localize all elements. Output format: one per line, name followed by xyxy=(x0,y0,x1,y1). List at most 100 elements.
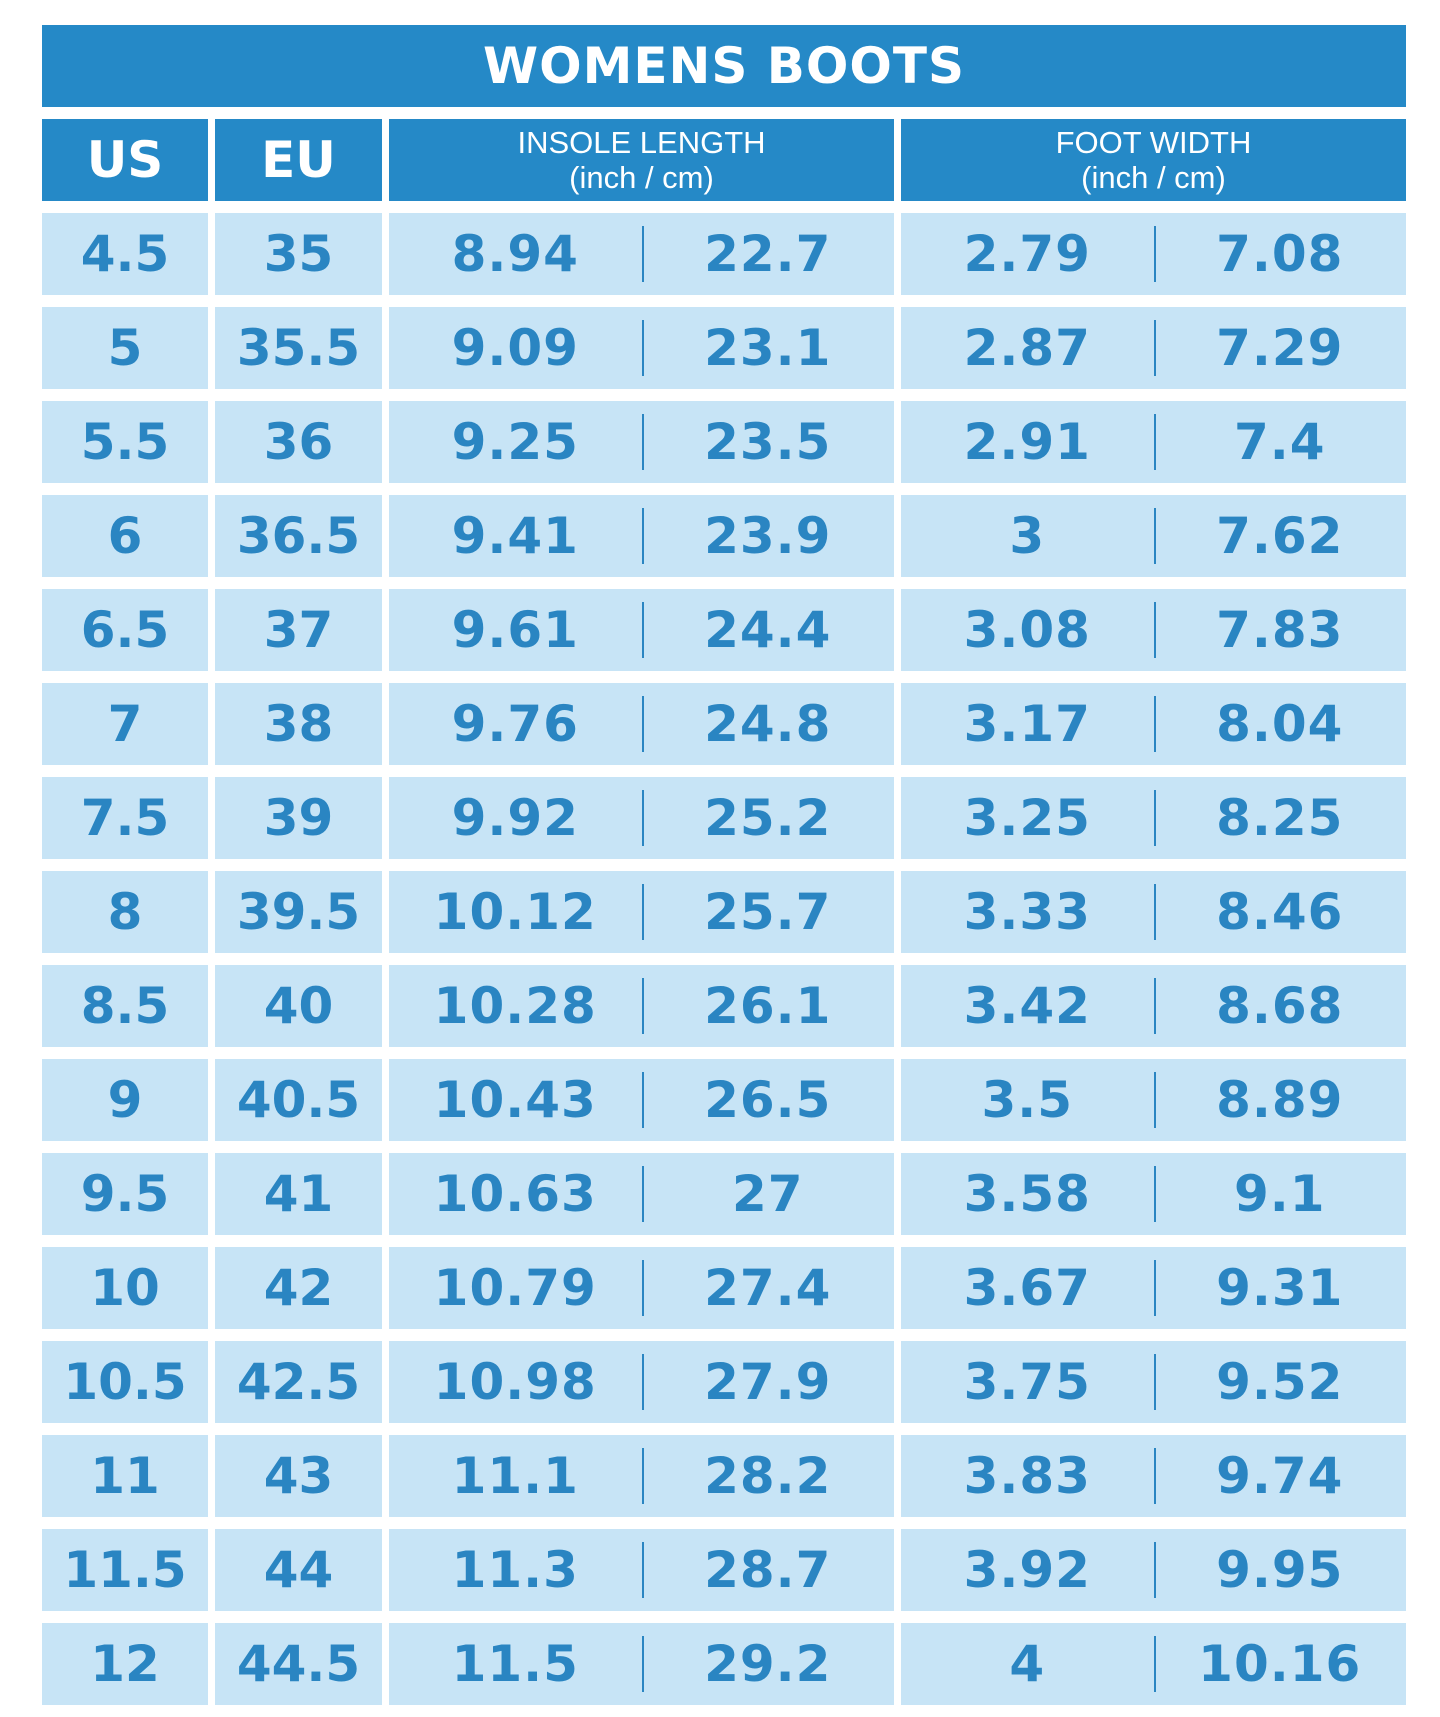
table-row: 7 38 9.76 24.8 3.17 8.04 xyxy=(42,683,1406,765)
insole-inch-value: 10.12 xyxy=(433,883,597,941)
width-inch-value: 2.91 xyxy=(963,413,1091,471)
width-inch-value: 2.87 xyxy=(963,319,1091,377)
insole-inch-value: 9.92 xyxy=(451,789,579,847)
width-divider xyxy=(1153,1636,1156,1692)
us-size-cell: 10.5 xyxy=(42,1341,208,1423)
width-cm-value: 9.31 xyxy=(1216,1259,1344,1317)
foot-width-cell: 3.42 8.68 xyxy=(901,965,1406,1047)
eu-size-cell: 43 xyxy=(215,1435,382,1517)
foot-width-cell: 3.17 8.04 xyxy=(901,683,1406,765)
foot-width-cell: 3.33 8.46 xyxy=(901,871,1406,953)
width-cm-value: 9.1 xyxy=(1233,1165,1326,1223)
width-divider xyxy=(1153,978,1156,1034)
insole-inch-value: 10.28 xyxy=(433,977,597,1035)
table-row: 6.5 37 9.61 24.4 3.08 7.83 xyxy=(42,589,1406,671)
us-size-cell: 7 xyxy=(42,683,208,765)
insole-cm-value: 23.9 xyxy=(704,507,832,565)
insole-cm-value: 28.2 xyxy=(704,1447,832,1505)
width-cm-value: 8.89 xyxy=(1216,1071,1344,1129)
foot-width-cell: 2.91 7.4 xyxy=(901,401,1406,483)
width-divider xyxy=(1153,414,1156,470)
foot-width-cell: 3.5 8.89 xyxy=(901,1059,1406,1141)
insole-divider xyxy=(641,1636,644,1692)
table-row: 11 43 11.1 28.2 3.83 9.74 xyxy=(42,1435,1406,1517)
width-inch-value: 3 xyxy=(1009,507,1046,565)
width-cm-value: 8.46 xyxy=(1216,883,1344,941)
insole-divider xyxy=(641,414,644,470)
us-size-cell: 6.5 xyxy=(42,589,208,671)
insole-divider xyxy=(641,320,644,376)
table-row: 10 42 10.79 27.4 3.67 9.31 xyxy=(42,1247,1406,1329)
insole-length-cell: 11.5 29.2 xyxy=(389,1623,894,1705)
insole-length-cell: 9.76 24.8 xyxy=(389,683,894,765)
us-size-cell: 11 xyxy=(42,1435,208,1517)
header-width-unit: (inch / cm) xyxy=(1081,160,1226,195)
insole-cm-value: 24.8 xyxy=(704,695,832,753)
insole-cm-value: 23.1 xyxy=(704,319,832,377)
insole-cm-value: 28.7 xyxy=(704,1541,832,1599)
table-row: 5 35.5 9.09 23.1 2.87 7.29 xyxy=(42,307,1406,389)
insole-inch-value: 9.61 xyxy=(451,601,579,659)
insole-divider xyxy=(641,226,644,282)
width-inch-value: 3.67 xyxy=(963,1259,1091,1317)
us-size-cell: 6 xyxy=(42,495,208,577)
insole-cm-value: 23.5 xyxy=(704,413,832,471)
header-insole-unit: (inch / cm) xyxy=(569,160,714,195)
header-insole-title: INSOLE LENGTH xyxy=(517,125,766,160)
width-inch-value: 3.25 xyxy=(963,789,1091,847)
width-divider xyxy=(1153,602,1156,658)
insole-inch-value: 11.5 xyxy=(451,1635,579,1693)
table-row: 7.5 39 9.92 25.2 3.25 8.25 xyxy=(42,777,1406,859)
width-divider xyxy=(1153,508,1156,564)
table-row: 8 39.5 10.12 25.7 3.33 8.46 xyxy=(42,871,1406,953)
width-inch-value: 3.58 xyxy=(963,1165,1091,1223)
width-divider xyxy=(1153,1072,1156,1128)
header-foot-width: FOOT WIDTH (inch / cm) xyxy=(901,119,1406,201)
insole-divider xyxy=(641,978,644,1034)
header-row: US EU INSOLE LENGTH (inch / cm) FOOT WID… xyxy=(42,119,1406,201)
insole-cm-value: 24.4 xyxy=(704,601,832,659)
insole-inch-value: 11.3 xyxy=(451,1541,579,1599)
width-inch-value: 3.33 xyxy=(963,883,1091,941)
width-inch-value: 3.17 xyxy=(963,695,1091,753)
width-cm-value: 8.68 xyxy=(1216,977,1344,1035)
insole-cm-value: 25.7 xyxy=(704,883,832,941)
insole-divider xyxy=(641,696,644,752)
insole-divider xyxy=(641,1542,644,1598)
insole-inch-value: 10.43 xyxy=(433,1071,597,1129)
us-size-cell: 9.5 xyxy=(42,1153,208,1235)
us-size-cell: 8.5 xyxy=(42,965,208,1047)
foot-width-cell: 2.87 7.29 xyxy=(901,307,1406,389)
width-divider xyxy=(1153,320,1156,376)
table-row: 4.5 35 8.94 22.7 2.79 7.08 xyxy=(42,213,1406,295)
us-size-cell: 11.5 xyxy=(42,1529,208,1611)
width-divider xyxy=(1153,1260,1156,1316)
eu-size-cell: 42 xyxy=(215,1247,382,1329)
table-row: 8.5 40 10.28 26.1 3.42 8.68 xyxy=(42,965,1406,1047)
insole-divider xyxy=(641,1166,644,1222)
insole-divider xyxy=(641,1260,644,1316)
eu-size-cell: 42.5 xyxy=(215,1341,382,1423)
foot-width-cell: 3.25 8.25 xyxy=(901,777,1406,859)
us-size-cell: 12 xyxy=(42,1623,208,1705)
table-row: 6 36.5 9.41 23.9 3 7.62 xyxy=(42,495,1406,577)
eu-size-cell: 41 xyxy=(215,1153,382,1235)
foot-width-cell: 2.79 7.08 xyxy=(901,213,1406,295)
us-size-cell: 4.5 xyxy=(42,213,208,295)
foot-width-cell: 3 7.62 xyxy=(901,495,1406,577)
table-row: 12 44.5 11.5 29.2 4 10.16 xyxy=(42,1623,1406,1705)
insole-inch-value: 9.41 xyxy=(451,507,579,565)
insole-length-cell: 10.63 27 xyxy=(389,1153,894,1235)
insole-length-cell: 10.98 27.9 xyxy=(389,1341,894,1423)
width-cm-value: 9.95 xyxy=(1216,1541,1344,1599)
width-inch-value: 3.83 xyxy=(963,1447,1091,1505)
insole-cm-value: 22.7 xyxy=(704,225,832,283)
eu-size-cell: 40 xyxy=(215,965,382,1047)
insole-cm-value: 26.1 xyxy=(704,977,832,1035)
us-size-cell: 7.5 xyxy=(42,777,208,859)
header-us: US xyxy=(42,119,208,201)
insole-cm-value: 27.4 xyxy=(704,1259,832,1317)
width-divider xyxy=(1153,696,1156,752)
insole-cm-value: 25.2 xyxy=(704,789,832,847)
eu-size-cell: 44 xyxy=(215,1529,382,1611)
